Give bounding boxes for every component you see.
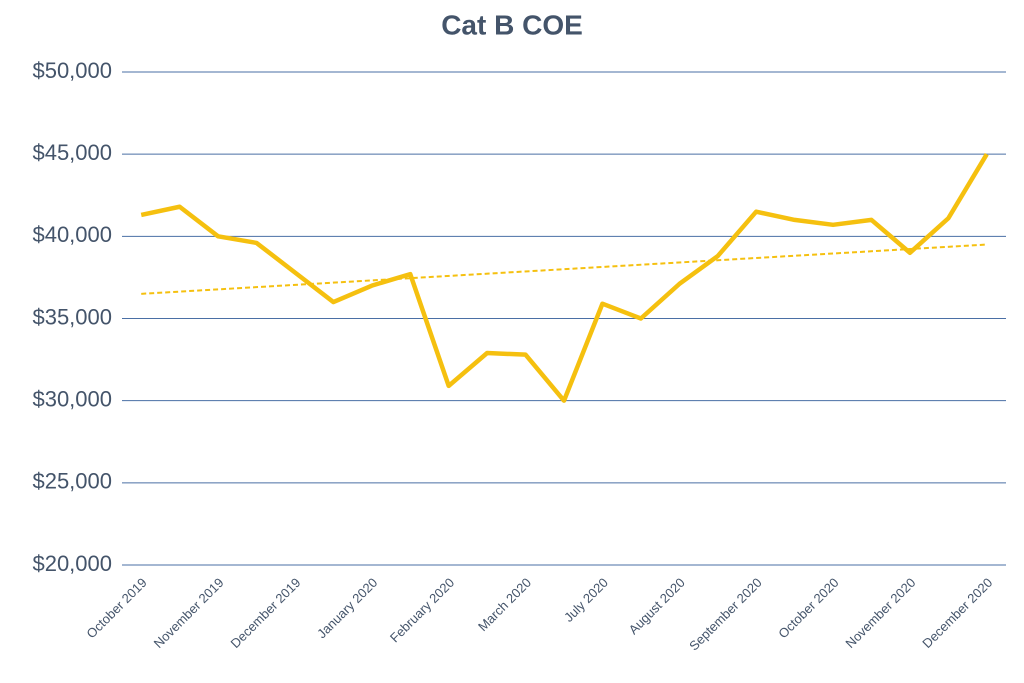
line-series (140, 153, 989, 403)
y-tick-label: $30,000 (32, 386, 112, 411)
y-tick-label: $50,000 (32, 58, 112, 83)
y-tick-label: $45,000 (32, 140, 112, 165)
y-tick-label: $25,000 (32, 469, 112, 494)
y-tick-label: $35,000 (32, 304, 112, 329)
trendline (141, 243, 987, 295)
chart-title: Cat B COE (441, 9, 583, 40)
y-tick-label: $20,000 (32, 551, 112, 576)
y-tick-label: $40,000 (32, 222, 112, 247)
